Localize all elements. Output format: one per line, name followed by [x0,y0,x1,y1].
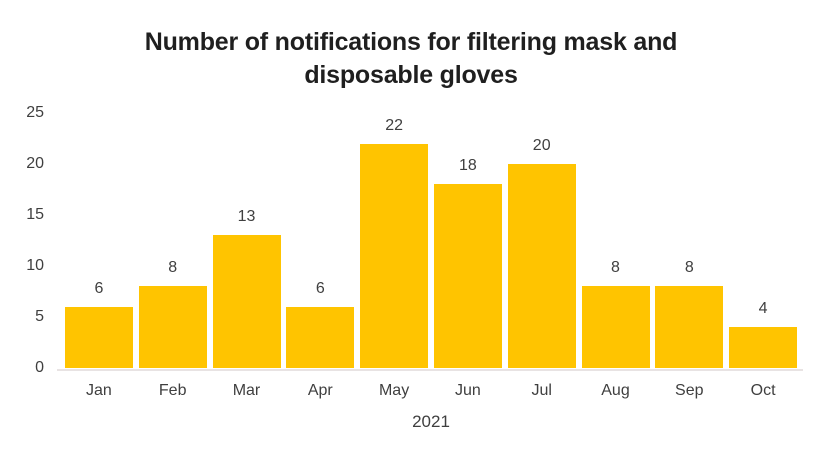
x-axis-tick-label: Jan [86,382,112,399]
chart-title-line1: Number of notifications for filtering ma… [144,28,678,56]
x-axis-tick-label: Aug [601,382,630,399]
x-axis-tick-label: Feb [158,382,187,399]
y-axis-tick-label: 0 [35,359,44,376]
x-axis-line [57,369,803,371]
bar-aug [581,286,650,368]
y-axis-tick-label: 25 [26,104,44,121]
bar-value-label: 20 [532,137,551,154]
bar-oct [729,327,798,368]
bar-jul [507,164,576,368]
x-axis-tick-label: Apr [307,382,333,399]
bar-value-label: 18 [459,157,477,174]
y-axis-tick-label: 15 [26,206,44,223]
bar-value-label: 8 [168,259,178,276]
bar-jun [433,184,502,368]
x-axis-tick-label: Jun [455,382,481,399]
bar-value-label: 4 [758,300,768,317]
bar-value-label: 13 [237,208,256,225]
x-axis-tick-label: Oct [750,382,776,399]
bar-apr [286,307,355,368]
bar-jan [64,307,133,368]
bar-value-label: 8 [684,259,694,276]
y-axis-tick-label: 10 [26,257,44,274]
bar-sep [655,286,724,368]
chart-title-line2: disposable gloves [304,61,518,89]
x-axis-tick-label: Mar [232,382,261,399]
bar-value-label: 6 [94,280,104,297]
x-axis-tick-label: Jul [531,382,552,399]
bar-feb [138,286,207,368]
bar-may [360,144,429,368]
x-axis-year-label: 2021 [412,412,450,431]
x-axis-tick-label: May [378,382,410,399]
y-axis-tick-label: 20 [26,155,44,172]
chart-title: Number of notifications for filtering ma… [0,26,822,92]
bar-mar [212,235,281,368]
bar-value-label: 8 [611,259,620,276]
bar-value-label: 22 [385,117,403,134]
y-axis-tick-label: 5 [35,308,44,325]
x-axis-tick-label: Sep [675,382,704,399]
bar-value-label: 6 [315,280,325,297]
